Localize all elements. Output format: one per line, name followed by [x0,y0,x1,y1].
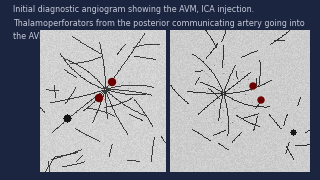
Text: the AVM.: the AVM. [13,32,48,41]
Bar [170,30,310,172]
Circle shape [258,97,264,103]
Bar [40,30,166,172]
Circle shape [95,94,102,102]
Circle shape [250,83,256,89]
Text: Initial diagnostic angiogram showing the AVM, ICA injection.: Initial diagnostic angiogram showing the… [13,5,254,14]
Text: Thalamoperforators from the posterior communicating artery going into: Thalamoperforators from the posterior co… [13,19,305,28]
Circle shape [108,78,116,86]
